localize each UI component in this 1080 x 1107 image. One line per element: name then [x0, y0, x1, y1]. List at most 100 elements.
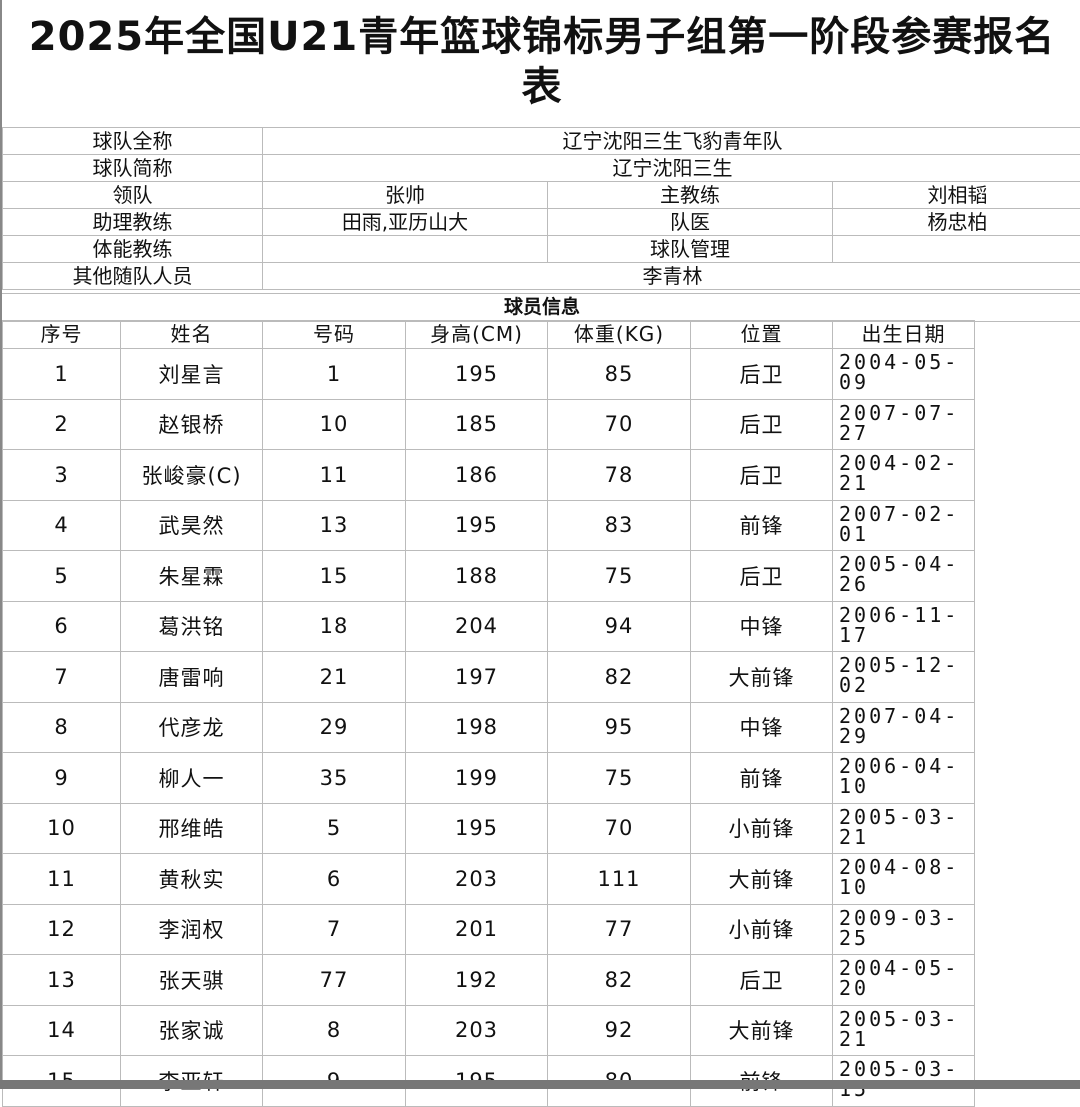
column-header: 出生日期 [833, 321, 975, 349]
jersey-number: 1 [263, 349, 406, 400]
section-title: 球员信息 [2, 293, 1080, 322]
player-name: 武昊然 [121, 500, 263, 551]
jersey-number: 5 [263, 803, 406, 854]
column-header: 序号 [3, 321, 121, 349]
weight: 75 [548, 753, 691, 804]
document: 2025年全国U21青年篮球锦标男子组第一阶段参赛报名表 球队全称 辽宁沈阳三生… [0, 0, 1080, 1080]
player-name: 邢维皓 [121, 803, 263, 854]
row-number: 12 [3, 904, 121, 955]
birth-date: 2005-03-21 [833, 1005, 975, 1056]
info-label: 队医 [548, 209, 833, 236]
info-label: 球队全称 [3, 128, 263, 155]
row-number: 10 [3, 803, 121, 854]
player-name: 黄秋实 [121, 854, 263, 905]
info-label: 体能教练 [3, 236, 263, 263]
weight: 95 [548, 702, 691, 753]
player-name: 代彦龙 [121, 702, 263, 753]
row-number: 1 [3, 349, 121, 400]
birth-date: 2004-05-20 [833, 955, 975, 1006]
row-number: 11 [3, 854, 121, 905]
position: 后卫 [691, 450, 833, 501]
column-header: 姓名 [121, 321, 263, 349]
position: 大前锋 [691, 652, 833, 703]
jersey-number: 15 [263, 551, 406, 602]
info-row: 领队 张帅 主教练 刘相韬 [3, 182, 1080, 209]
jersey-number: 77 [263, 955, 406, 1006]
birth-date: 2006-11-17 [833, 601, 975, 652]
row-number: 9 [3, 753, 121, 804]
position: 前锋 [691, 753, 833, 804]
player-name: 朱星霖 [121, 551, 263, 602]
birth-date: 2004-02-21 [833, 450, 975, 501]
player-name: 唐雷响 [121, 652, 263, 703]
row-number: 13 [3, 955, 121, 1006]
height: 188 [406, 551, 548, 602]
jersey-number: 8 [263, 1005, 406, 1056]
position: 前锋 [691, 500, 833, 551]
row-number: 2 [3, 399, 121, 450]
info-row: 球队简称 辽宁沈阳三生 [3, 155, 1080, 182]
row-number: 4 [3, 500, 121, 551]
info-row: 球队全称 辽宁沈阳三生飞豹青年队 [3, 128, 1080, 155]
jersey-number: 35 [263, 753, 406, 804]
bottom-bar [0, 1080, 1080, 1089]
position: 中锋 [691, 601, 833, 652]
row-number: 3 [3, 450, 121, 501]
height: 185 [406, 399, 548, 450]
birth-date: 2004-08-10 [833, 854, 975, 905]
jersey-number: 21 [263, 652, 406, 703]
player-name: 张峻豪(C) [121, 450, 263, 501]
height: 204 [406, 601, 548, 652]
birth-date: 2006-04-10 [833, 753, 975, 804]
position: 后卫 [691, 551, 833, 602]
height: 197 [406, 652, 548, 703]
info-value: 李青林 [263, 263, 1080, 290]
player-name: 李润权 [121, 904, 263, 955]
weight: 82 [548, 955, 691, 1006]
weight: 92 [548, 1005, 691, 1056]
player-name: 张家诚 [121, 1005, 263, 1056]
weight: 75 [548, 551, 691, 602]
jersey-number: 7 [263, 904, 406, 955]
info-value: 辽宁沈阳三生飞豹青年队 [263, 128, 1080, 155]
info-label: 领队 [3, 182, 263, 209]
info-row: 助理教练 田雨,亚历山大 队医 杨忠柏 [3, 209, 1080, 236]
height: 203 [406, 1005, 548, 1056]
jersey-number: 10 [263, 399, 406, 450]
weight: 82 [548, 652, 691, 703]
weight: 94 [548, 601, 691, 652]
jersey-number: 18 [263, 601, 406, 652]
height: 201 [406, 904, 548, 955]
player-name: 刘星言 [121, 349, 263, 400]
height: 199 [406, 753, 548, 804]
jersey-number: 13 [263, 500, 406, 551]
weight: 70 [548, 399, 691, 450]
info-value: 杨忠柏 [833, 209, 1080, 236]
birth-date: 2009-03-25 [833, 904, 975, 955]
position: 大前锋 [691, 1005, 833, 1056]
info-label: 球队管理 [548, 236, 833, 263]
column-header: 位置 [691, 321, 833, 349]
position: 小前锋 [691, 904, 833, 955]
info-value: 刘相韬 [833, 182, 1080, 209]
row-number: 7 [3, 652, 121, 703]
title: 2025年全国U21青年篮球锦标男子组第一阶段参赛报名表 [2, 12, 1062, 124]
position: 大前锋 [691, 854, 833, 905]
birth-date: 2007-07-27 [833, 399, 975, 450]
column-header: 体重(KG) [548, 321, 691, 349]
birth-date: 2005-04-26 [833, 551, 975, 602]
birth-date: 2005-12-02 [833, 652, 975, 703]
height: 195 [406, 803, 548, 854]
